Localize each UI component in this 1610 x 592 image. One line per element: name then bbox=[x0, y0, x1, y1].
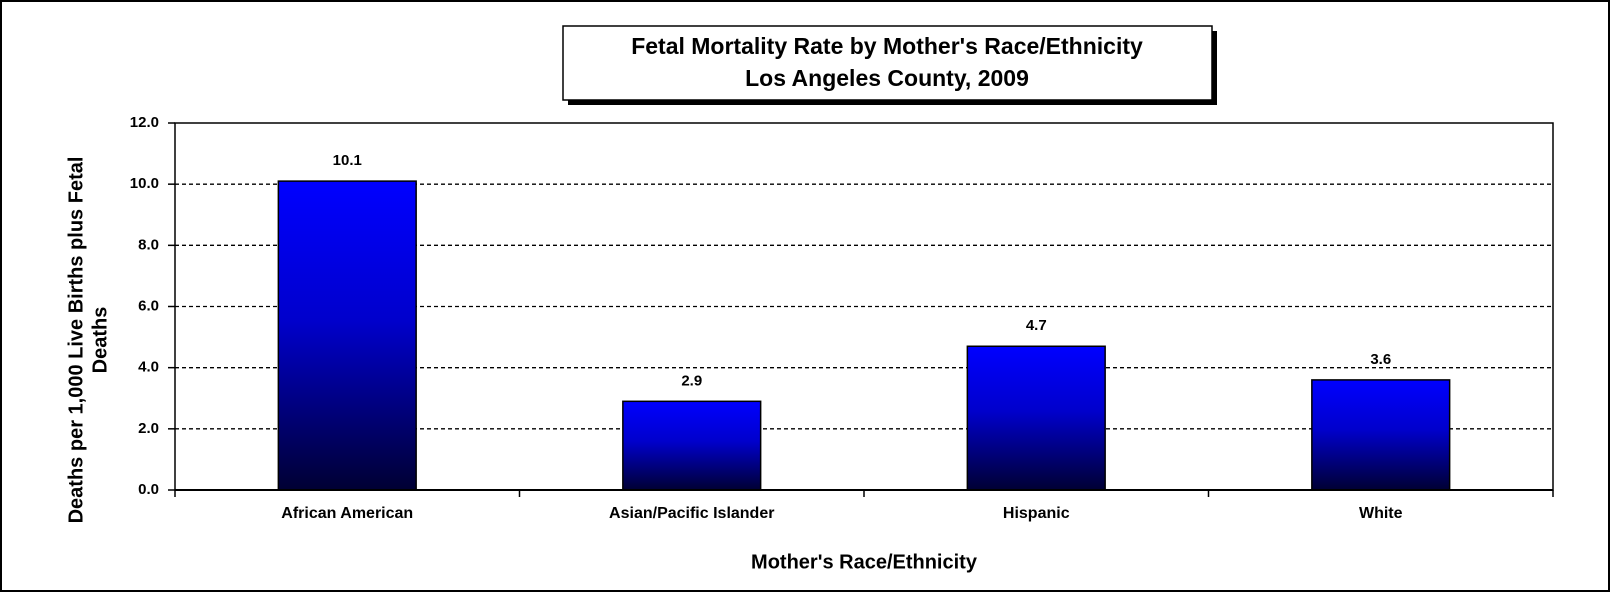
data-label: 2.9 bbox=[681, 372, 702, 389]
x-axis-label: Mother's Race/Ethnicity bbox=[751, 551, 978, 573]
x-tick-label: African American bbox=[281, 505, 413, 522]
x-tick-label: Asian/Pacific Islander bbox=[609, 505, 774, 522]
y-tick-label: 6.0 bbox=[138, 297, 159, 314]
y-tick-label: 8.0 bbox=[138, 236, 159, 253]
y-tick-label: 4.0 bbox=[138, 359, 159, 376]
bar bbox=[277, 180, 417, 491]
bar bbox=[1311, 379, 1451, 491]
y-tick-label: 2.0 bbox=[138, 420, 159, 437]
title-box bbox=[562, 25, 1213, 101]
x-tick-label: White bbox=[1359, 505, 1403, 522]
x-tick-label: Hispanic bbox=[1003, 505, 1070, 522]
y-tick-label: 0.0 bbox=[138, 481, 159, 498]
data-label: 4.7 bbox=[1026, 317, 1047, 334]
y-axis-label: Deaths per 1,000 Live Births plus Fetal bbox=[65, 157, 87, 524]
data-label: 3.6 bbox=[1370, 351, 1391, 368]
chart-subtitle: Los Angeles County, 2009 bbox=[745, 65, 1029, 91]
chart-title: Fetal Mortality Rate by Mother's Race/Et… bbox=[631, 33, 1143, 59]
bar bbox=[966, 345, 1106, 491]
y-axis-label: Deaths bbox=[89, 307, 111, 374]
y-tick-label: 12.0 bbox=[130, 114, 159, 131]
data-label: 10.1 bbox=[333, 152, 362, 169]
y-tick-label: 10.0 bbox=[130, 175, 159, 192]
bar bbox=[622, 400, 762, 491]
